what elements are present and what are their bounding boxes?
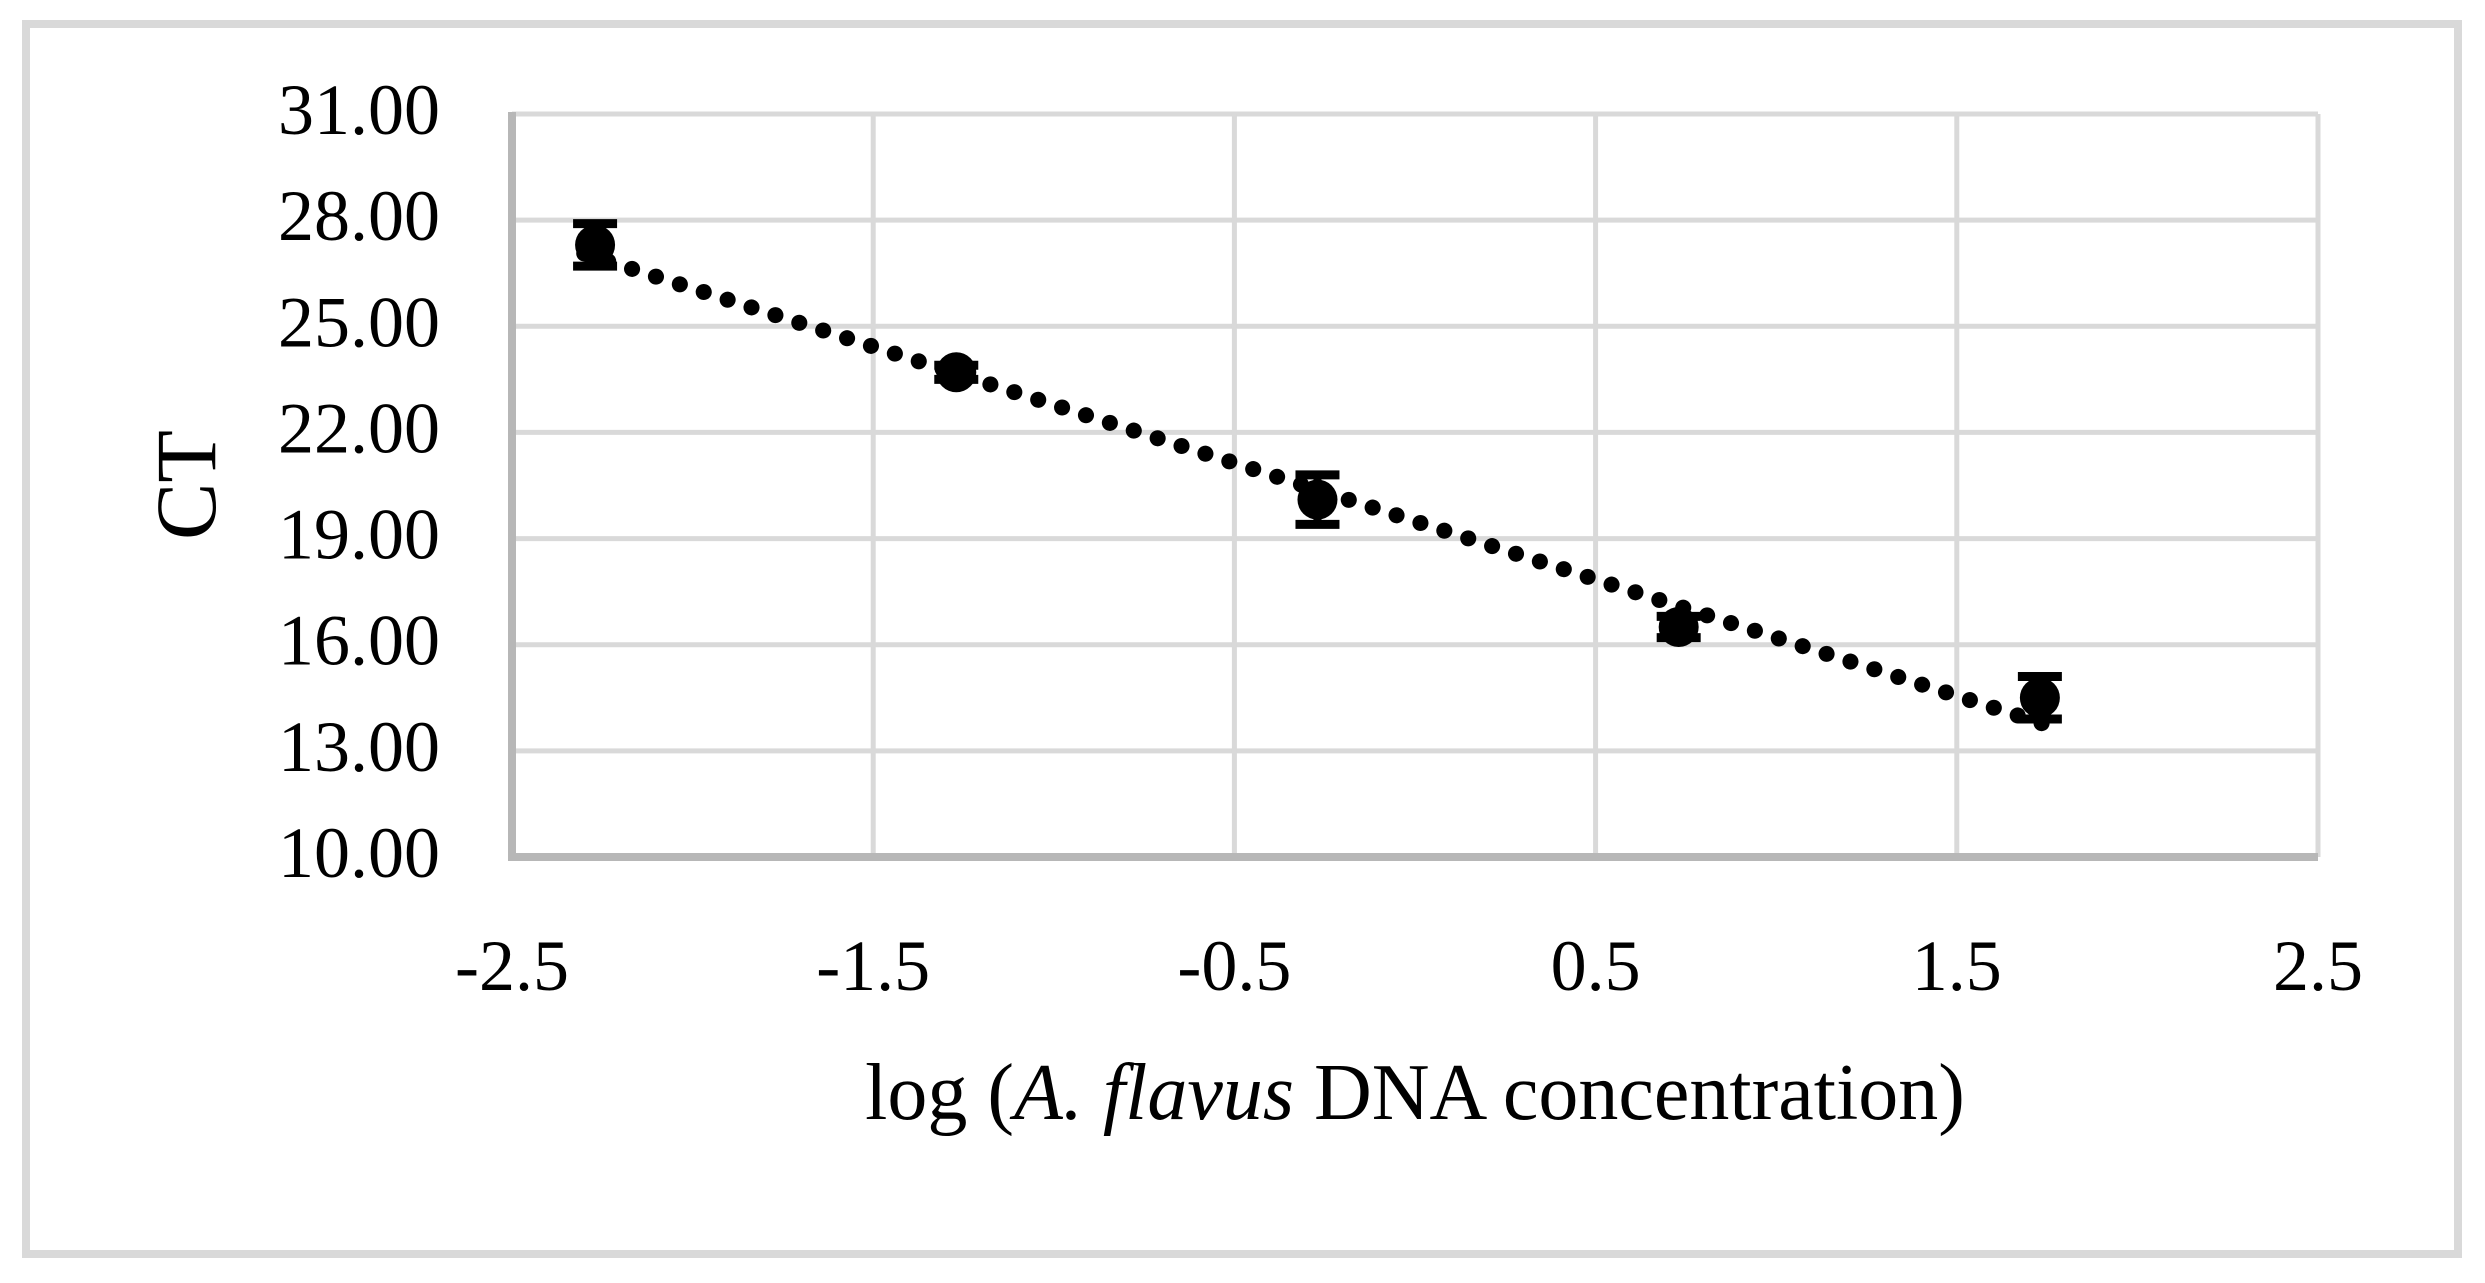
y-tick-label: 19.00: [278, 495, 440, 575]
y-tick-label: 28.00: [278, 176, 440, 256]
x-axis-title-species-name: A. flavus: [1014, 1049, 1294, 1137]
x-tick-label: -0.5: [1177, 926, 1291, 1006]
y-tick-label: 22.00: [278, 388, 440, 468]
data-point-marker: [2019, 677, 2060, 718]
data-point-marker: [936, 352, 977, 393]
y-tick-label: 13.00: [278, 707, 440, 787]
x-tick-label: -2.5: [455, 926, 569, 1006]
x-tick-label: 1.5: [1912, 926, 2002, 1006]
x-axis-title-prefix: log (: [865, 1049, 1014, 1137]
x-tick-label: 0.5: [1551, 926, 1641, 1006]
x-tick-label: -1.5: [816, 926, 930, 1006]
data-point-marker: [1658, 607, 1699, 648]
x-axis-title: log (A. flavus DNA concentration): [512, 1048, 2318, 1139]
data-point-marker: [575, 224, 616, 265]
data-point-marker: [1297, 479, 1338, 520]
x-axis-title-suffix: DNA concentration): [1293, 1049, 1965, 1137]
y-tick-label: 31.00: [278, 70, 440, 150]
y-axis-title: CT: [138, 430, 234, 540]
x-tick-label: 2.5: [2273, 926, 2363, 1006]
y-tick-label: 16.00: [278, 601, 440, 681]
y-tick-label: 25.00: [278, 282, 440, 362]
y-tick-label: 10.00: [278, 813, 440, 893]
